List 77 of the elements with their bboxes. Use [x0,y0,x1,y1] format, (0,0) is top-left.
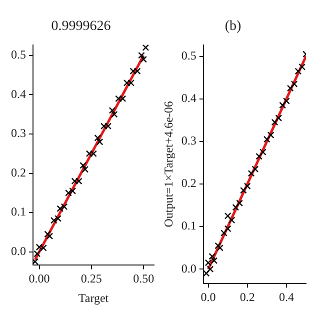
x-tick-label: 0.50 [133,272,154,286]
point [203,270,210,277]
y-tick-label: 0.3 [11,126,26,140]
point [252,166,259,173]
y-axis-title: Output=1×Target+4.6e-06 [161,101,176,228]
point [128,79,134,86]
x-tick-label: 0.4 [278,290,294,304]
point [46,232,54,240]
chart-title: 0.9999626 [51,19,111,34]
point [283,98,290,104]
y-tick-label: 0.2 [11,165,26,180]
point [138,52,145,59]
point [96,138,104,146]
point [108,106,116,114]
point [279,102,286,109]
y-tick-label: 0.0 [181,261,196,276]
point [110,110,118,118]
point [290,80,298,88]
point [82,166,89,173]
point [267,132,274,138]
point [71,178,78,185]
point [75,178,82,185]
point [56,205,64,212]
point [214,242,222,250]
y-tick-label: 0.4 [181,91,196,106]
point [216,244,224,252]
point [44,230,52,238]
point [248,170,255,177]
point [263,136,270,143]
point [142,44,150,51]
point [260,148,266,156]
point [123,79,130,86]
point [286,84,294,92]
point [115,95,122,102]
y-tick-label: 0.5 [11,48,26,62]
point [275,114,282,122]
point [54,215,62,222]
point [224,225,232,232]
y-tick-label: 0.4 [11,86,26,101]
point [236,200,243,207]
point [50,216,58,224]
point [134,68,141,75]
point [224,212,232,220]
y-tick-label: 0.2 [181,176,196,190]
point [220,230,228,236]
x-tick-label: 0.00 [28,272,50,286]
point [232,204,240,211]
point [298,64,306,70]
point [271,118,278,126]
point [119,95,126,102]
y-tick-label: 0.0 [11,244,26,258]
point [294,68,302,75]
point [240,186,247,194]
point [69,188,76,194]
chart-title: (b) [224,19,242,34]
point [90,150,97,158]
point [86,150,93,158]
point [60,203,68,210]
point [104,122,112,130]
point [140,56,147,63]
x-tick-label: 0.0 [200,290,216,304]
point [244,182,251,190]
point [94,134,102,142]
y-tick-label: 0.1 [181,218,196,233]
point [100,122,108,130]
point [80,162,86,169]
x-axis-title: Target [78,290,110,305]
point [65,189,72,196]
x-tick-label: 0.25 [80,272,102,286]
x-tick-label: 0.2 [240,290,255,304]
point [256,152,263,160]
y-tick-label: 0.1 [11,204,26,219]
y-tick-label: 0.3 [181,134,196,148]
y-tick-label: 0.5 [181,48,196,62]
point [40,244,47,252]
point [130,68,137,75]
point [228,216,236,224]
